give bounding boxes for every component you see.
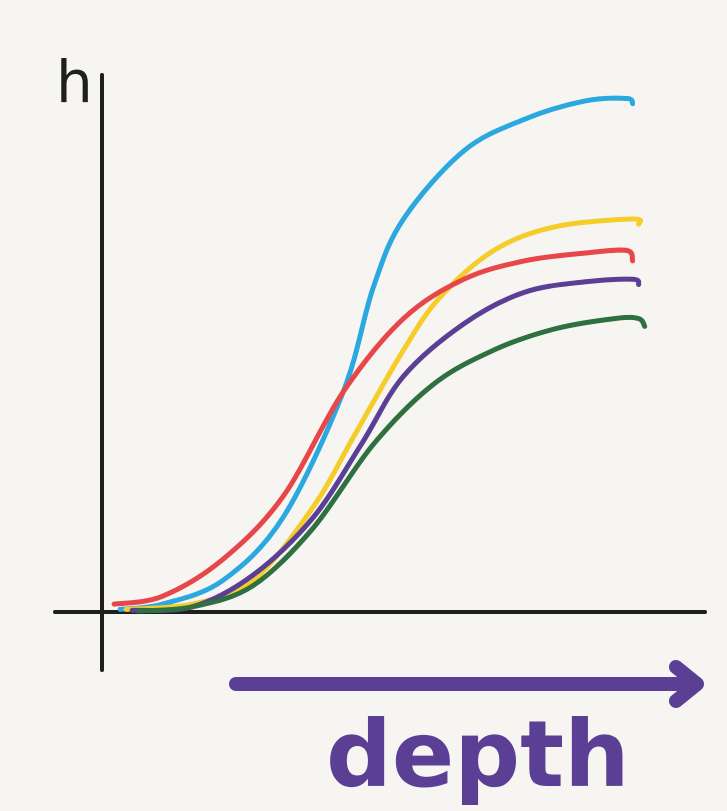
y-axis-label: h	[56, 48, 93, 116]
series-layer	[111, 95, 648, 614]
series-line-2	[123, 216, 644, 612]
x-axis-label: depth	[326, 701, 630, 808]
series-line-1	[117, 95, 636, 612]
series-line-3	[111, 247, 636, 607]
depth-arrow-head	[669, 660, 704, 708]
series-line-4	[129, 276, 642, 614]
series-line-5	[135, 314, 648, 614]
